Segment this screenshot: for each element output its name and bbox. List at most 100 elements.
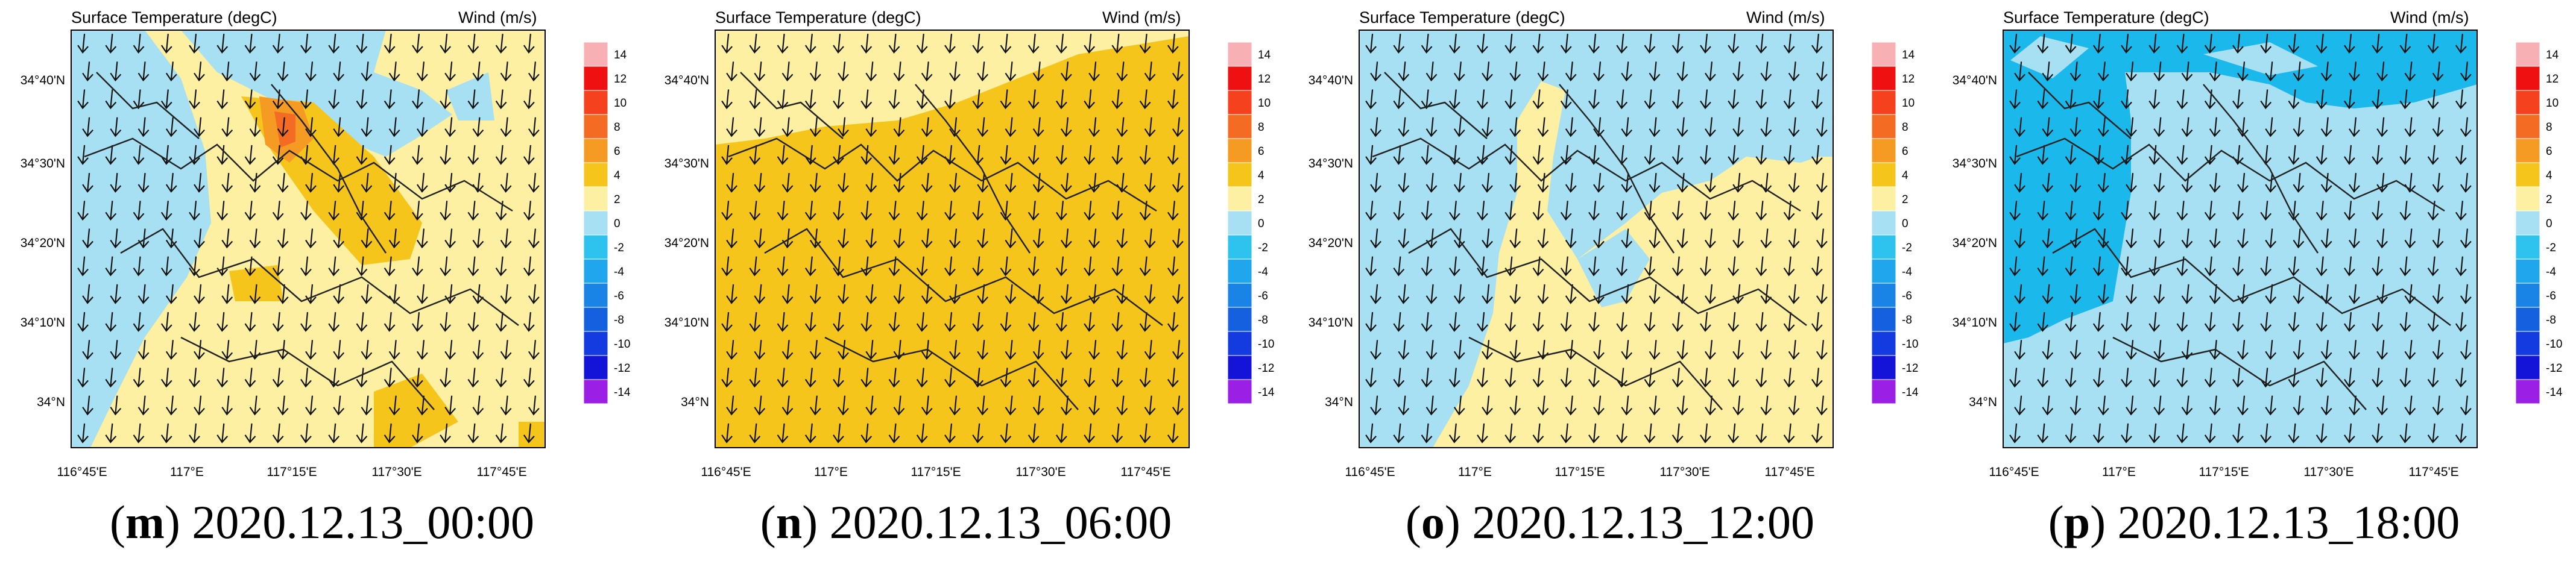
wind-arrow	[1788, 228, 1800, 249]
wind-arrow	[105, 201, 117, 221]
colorbar-label: 2	[1258, 193, 1264, 206]
wind-arrow	[2181, 117, 2193, 137]
wind-arrow	[1616, 312, 1628, 332]
wind-arrow	[1649, 395, 1661, 416]
wind-arrow	[2153, 117, 2165, 137]
wind-arrow	[1144, 228, 1156, 249]
lat-tick: 34°30'N	[665, 157, 709, 171]
wind-arrow	[1816, 284, 1828, 304]
wind-arrow	[833, 33, 844, 54]
wind-vectors	[77, 33, 540, 443]
wind-arrow	[2455, 312, 2467, 332]
wind-arrow	[1167, 145, 1179, 165]
wind-arrow	[2209, 284, 2221, 304]
wind-arrow	[1755, 256, 1767, 277]
wind-arrow	[2232, 312, 2244, 332]
wind-arrow	[2092, 368, 2104, 388]
lat-tick: 34°20'N	[1309, 236, 1353, 250]
colorbar-swatch	[1227, 234, 1252, 260]
wind-arrow	[1644, 368, 1656, 388]
wind-arrow	[833, 423, 844, 443]
wind-arrow	[384, 312, 396, 332]
wind-arrow	[2399, 256, 2411, 277]
wind-arrow	[1088, 340, 1100, 360]
wind-arrow	[2344, 423, 2355, 443]
wind-arrow	[833, 368, 844, 388]
wind-arrow	[1005, 172, 1017, 193]
wind-arrow	[1705, 228, 1716, 249]
colorbar-label: 2	[614, 193, 620, 206]
panel-caption: (o) 2020.12.13_12:00	[1405, 496, 1815, 548]
wind-arrow	[2404, 284, 2416, 304]
wind-arrow	[2009, 33, 2021, 54]
wind-arrow	[726, 61, 737, 82]
wind-arrow	[2092, 89, 2104, 110]
wind-arrow	[2455, 256, 2467, 277]
wind-arrow	[412, 89, 423, 110]
wind-arrow	[2344, 201, 2355, 221]
wind-arrow	[781, 117, 794, 137]
wind-arrow	[1755, 89, 1767, 110]
wind-arrow	[916, 201, 928, 221]
wind-arrow	[2316, 256, 2328, 277]
wind-arrow	[2320, 340, 2332, 360]
wind-arrow	[1700, 312, 1711, 332]
wind-arrow	[2232, 33, 2244, 54]
wind-arrow	[1370, 172, 1381, 193]
wind-arrow	[2320, 228, 2332, 249]
wind-arrow	[194, 395, 205, 416]
colorbar-swatch	[2515, 162, 2540, 187]
wind-arrow	[2427, 89, 2439, 110]
wind-arrow	[1504, 312, 1517, 332]
wind-arrow	[726, 284, 737, 304]
wind-arrow	[194, 340, 205, 360]
wind-arrow	[412, 256, 423, 277]
temperature-field	[715, 30, 1189, 448]
wind-arrow	[2204, 201, 2216, 221]
wind-arrow	[1398, 228, 1410, 249]
colorbar-swatch	[583, 283, 608, 308]
wind-arrow	[1398, 395, 1410, 416]
wind-arrow	[82, 117, 93, 137]
wind-arrow	[1139, 145, 1151, 165]
wind-arrow	[2065, 33, 2077, 54]
wind-arrow	[523, 312, 535, 332]
wind-arrow	[1676, 228, 1688, 249]
colorbar-label: 6	[1902, 145, 1908, 158]
wind-arrow	[472, 228, 484, 249]
wind-arrow	[977, 117, 989, 137]
wind-arrow	[388, 395, 400, 416]
wind-arrow	[777, 368, 789, 388]
wind-arrow	[1056, 312, 1067, 332]
wind-arrow	[189, 89, 200, 110]
wind-arrow	[1705, 117, 1716, 137]
wind-arrow	[2316, 423, 2328, 443]
wind-arrow	[1448, 33, 1460, 54]
wind-arrow	[216, 312, 229, 332]
wind-arrow	[1705, 340, 1716, 360]
wind-arrow	[2009, 145, 2021, 165]
wind-arrow	[2288, 312, 2300, 332]
wind-arrow	[2288, 89, 2300, 110]
wind-arrow	[2349, 340, 2360, 360]
wind-arrow	[417, 172, 428, 193]
lat-axis: 34°40'N 34°30'N 34°20'N 34°10'N 34°N	[21, 74, 65, 409]
wind-arrow	[804, 145, 816, 165]
colorbar-label: 6	[1258, 145, 1264, 158]
wind-arrow	[1365, 312, 1377, 332]
wind-arrow	[1477, 33, 1488, 54]
wind-arrow	[1565, 395, 1577, 416]
wind-arrow	[754, 61, 766, 82]
wind-arrow	[300, 423, 312, 443]
wind-arrow	[2065, 89, 2077, 110]
wind-arrow	[221, 284, 233, 304]
wind-arrow	[1732, 172, 1744, 193]
wind-arrow	[2097, 228, 2109, 249]
wind-arrow	[1172, 284, 1184, 304]
wind-arrow	[2265, 228, 2277, 249]
wind-arrow	[189, 201, 200, 221]
wind-arrow	[1482, 395, 1493, 416]
wind-arrow	[1084, 423, 1095, 443]
wind-arrow	[133, 33, 145, 54]
wind-arrow	[2376, 340, 2388, 360]
